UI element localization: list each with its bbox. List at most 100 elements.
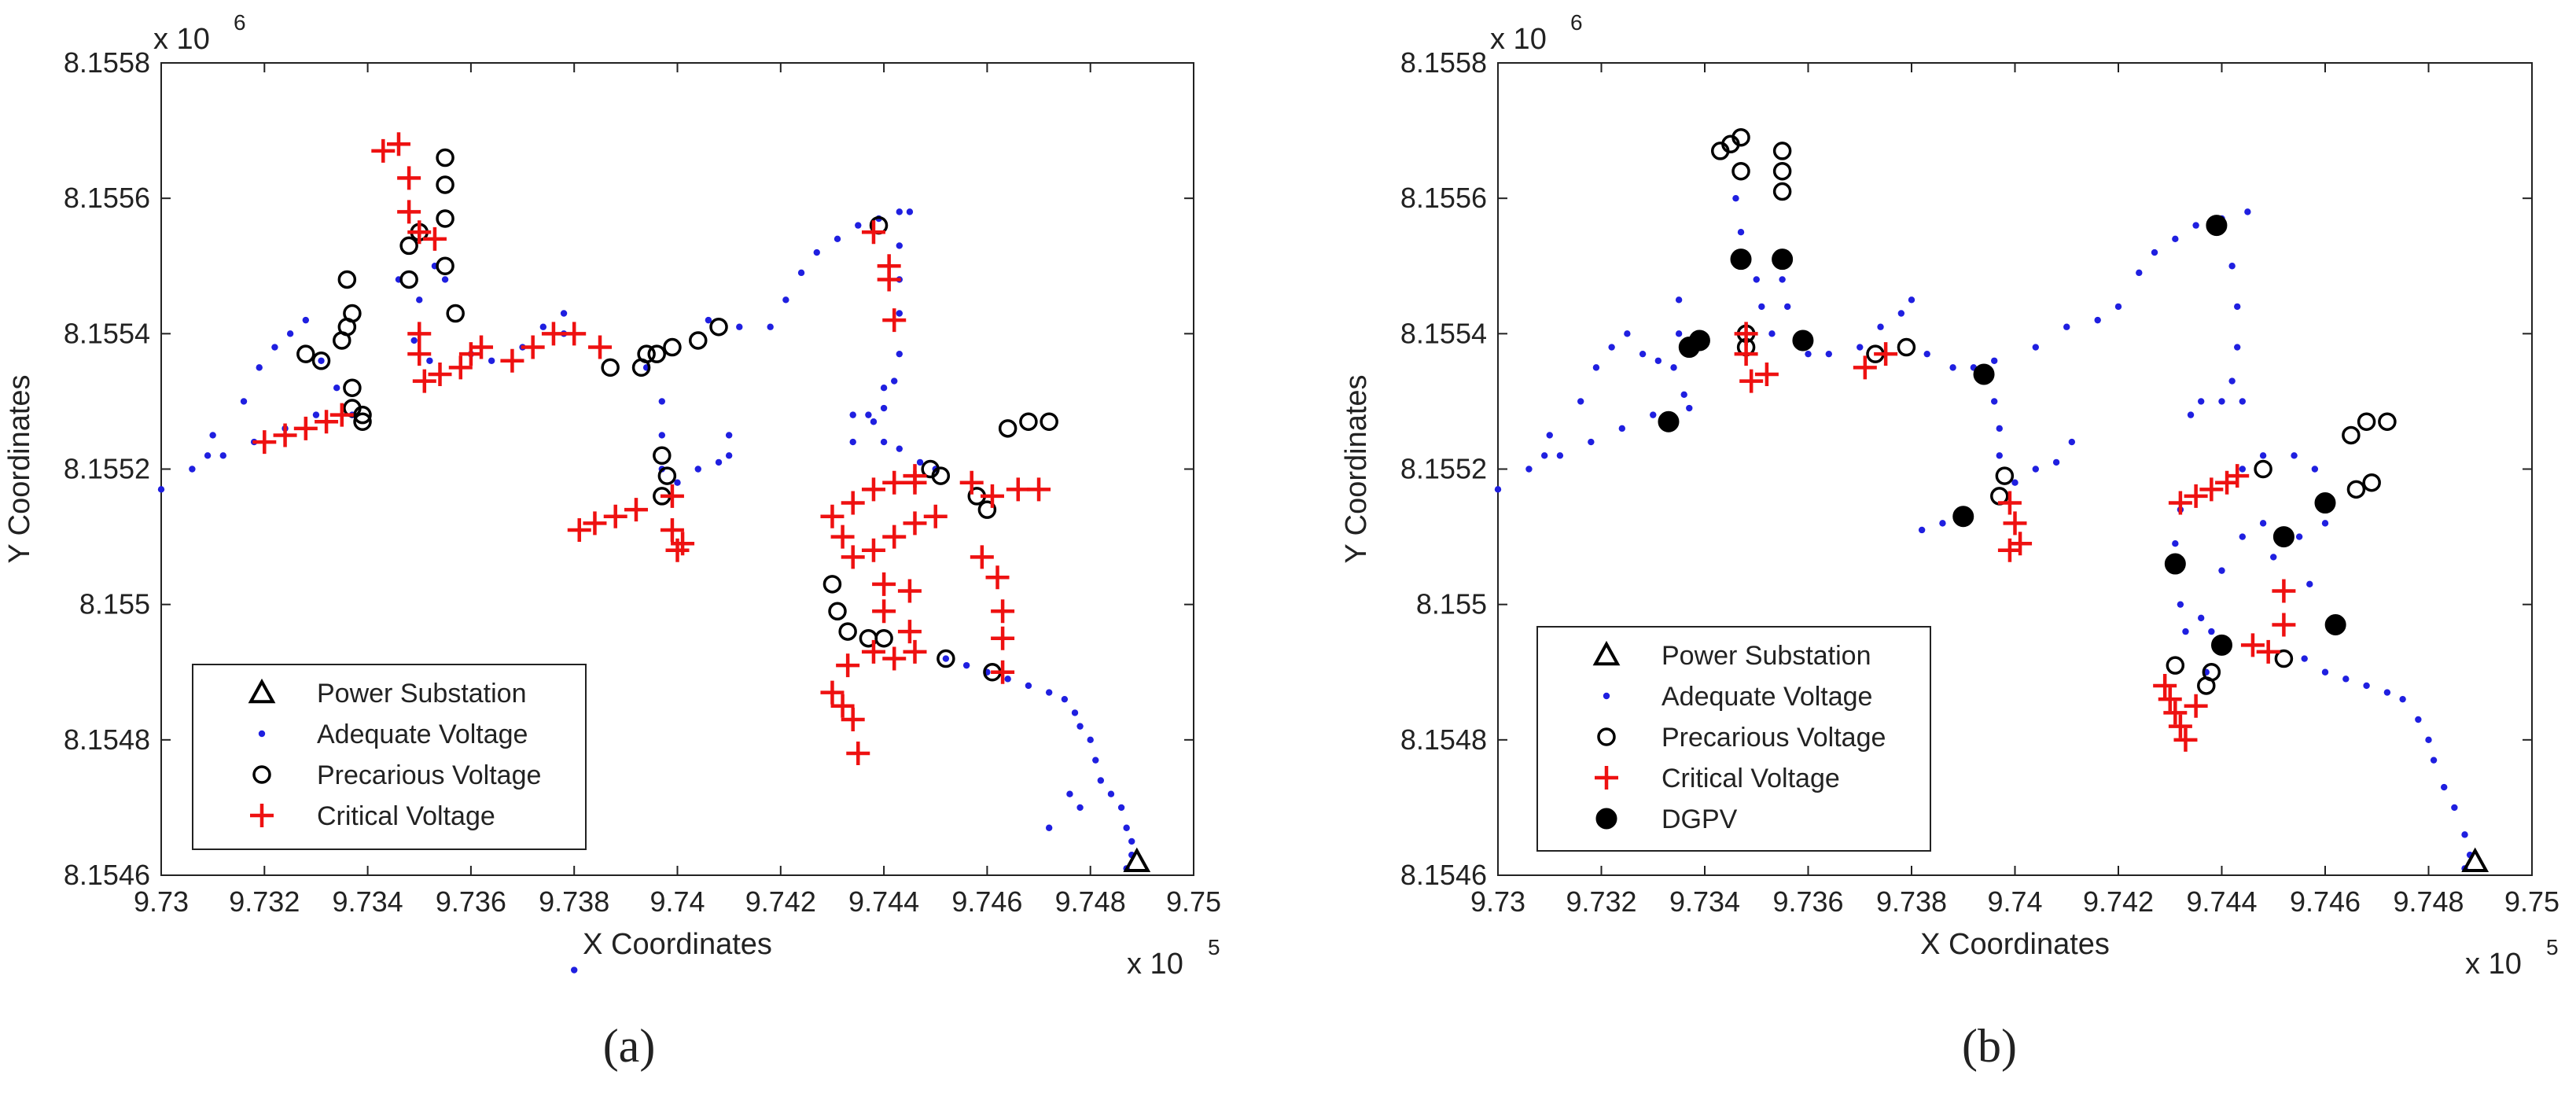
x-tick-label: 9.748 [1055,885,1126,918]
y-exponent-power: 6 [234,10,246,35]
data-point-plus [861,538,885,562]
data-point-circle [637,344,656,363]
data-point-plus [583,511,607,536]
data-point-circle [2362,473,2381,492]
data-point-dot [1753,276,1760,283]
data-point-circle [937,649,955,668]
data-point-dot [1097,777,1105,784]
data-point-plus [2272,613,2296,637]
data-point-dot [441,276,449,283]
data-point-plus [588,335,613,359]
y-tick-label: 8.1554 [64,317,150,349]
data-point-dot [539,323,547,330]
data-point-filled-circle [1973,363,1995,385]
data-point-plus [877,267,901,292]
data-point-dot [560,310,568,317]
x-tick-label: 9.73 [1470,885,1525,918]
x-tick-label: 9.738 [539,885,609,918]
data-point-plus [2008,532,2033,556]
data-point-circle [436,256,454,275]
data-point-filled-circle [1688,329,1710,352]
data-point-dot [705,316,712,324]
data-point-circle [1897,337,1916,357]
data-point-dot [1004,676,1011,683]
data-point-plus [980,484,1004,508]
data-point-plus [959,470,984,495]
data-point-dot [286,330,294,337]
data-point-dot [2172,539,2179,547]
data-point-dot [1076,723,1084,730]
data-point-dot [1624,330,1631,337]
data-point-dot [1923,350,1930,358]
legend-marker-triangle [248,678,276,704]
data-point-plus [923,504,948,528]
data-point-plus [407,220,432,245]
data-point-dot [658,398,666,405]
data-point-dot [1996,425,2003,433]
data-point-plus [412,369,436,393]
data-point-circle [436,148,454,167]
data-point-dot [2182,628,2189,635]
y-tick-label: 8.1552 [1400,453,1487,485]
data-point-dot [1857,344,1864,351]
data-point-dot [849,438,856,446]
data-point-plus [2153,673,2177,698]
data-point-circle [353,412,372,431]
data-point-plus [407,322,432,346]
data-point-dot [1556,452,1564,459]
data-point-circle [822,575,842,594]
data-point-plus [897,579,922,603]
y-tick-label: 8.155 [79,588,150,620]
data-point-dot [896,242,903,249]
data-point-dot [658,432,666,439]
data-point-dot [2063,323,2070,330]
panel-b-chart: 9.73 9.732 9.734 9.736 9.738 9.74 9.742 9.744 9.… [1340,10,2559,981]
x-tick-label: 9.75 [1166,885,1221,918]
data-point-dot [1732,194,1739,202]
x-tick-label: 9.732 [1566,885,1636,918]
data-point-dot [1991,357,1998,364]
data-point-plus [2225,464,2250,488]
data-point-circle [653,446,672,466]
data-point-triangle [1123,847,1151,872]
data-point-dot [2208,628,2215,635]
data-point-dot [1675,296,1683,304]
data-point-dot [1768,330,1776,337]
data-point-plus [991,626,1015,650]
data-point-dot [2244,208,2251,215]
x-tick-label: 9.734 [1669,885,1740,918]
data-point-filled-circle [2314,492,2336,514]
legend-label: Critical Voltage [1662,764,1840,793]
data-point-dot [2321,668,2329,676]
data-point-dot [318,357,325,364]
data-point-dot [271,344,278,351]
panel-label-a: (a) [603,1020,656,1072]
data-point-dot [2172,235,2179,243]
data-point-circle [828,602,847,621]
x-tick-label: 9.732 [229,885,300,918]
data-point-dot [1675,330,1683,337]
data-point-dot [1588,438,1595,446]
data-point-circle [311,352,331,370]
legend-box [192,664,587,850]
data-point-dot [1618,425,1625,433]
data-point-circle [1995,466,2015,485]
data-point-dot [1045,824,1053,831]
data-point-dot [694,466,701,473]
data-point-triangle [2461,847,2490,872]
data-point-circle [2202,663,2221,682]
data-point-plus [407,342,432,366]
data-point-plus [428,362,452,386]
data-point-dot [2383,689,2391,696]
data-point-plus [882,525,907,549]
data-point-dot [1577,398,1584,405]
data-point-dot [416,296,423,304]
data-point-plus [830,694,855,718]
data-point-plus [2158,687,2182,712]
data-point-dot [782,296,789,304]
data-point-dot [2052,458,2060,466]
data-point-plus [841,545,865,569]
data-point-plus [1734,342,1758,366]
data-point-dot [725,432,733,439]
data-point-dot [725,452,733,459]
